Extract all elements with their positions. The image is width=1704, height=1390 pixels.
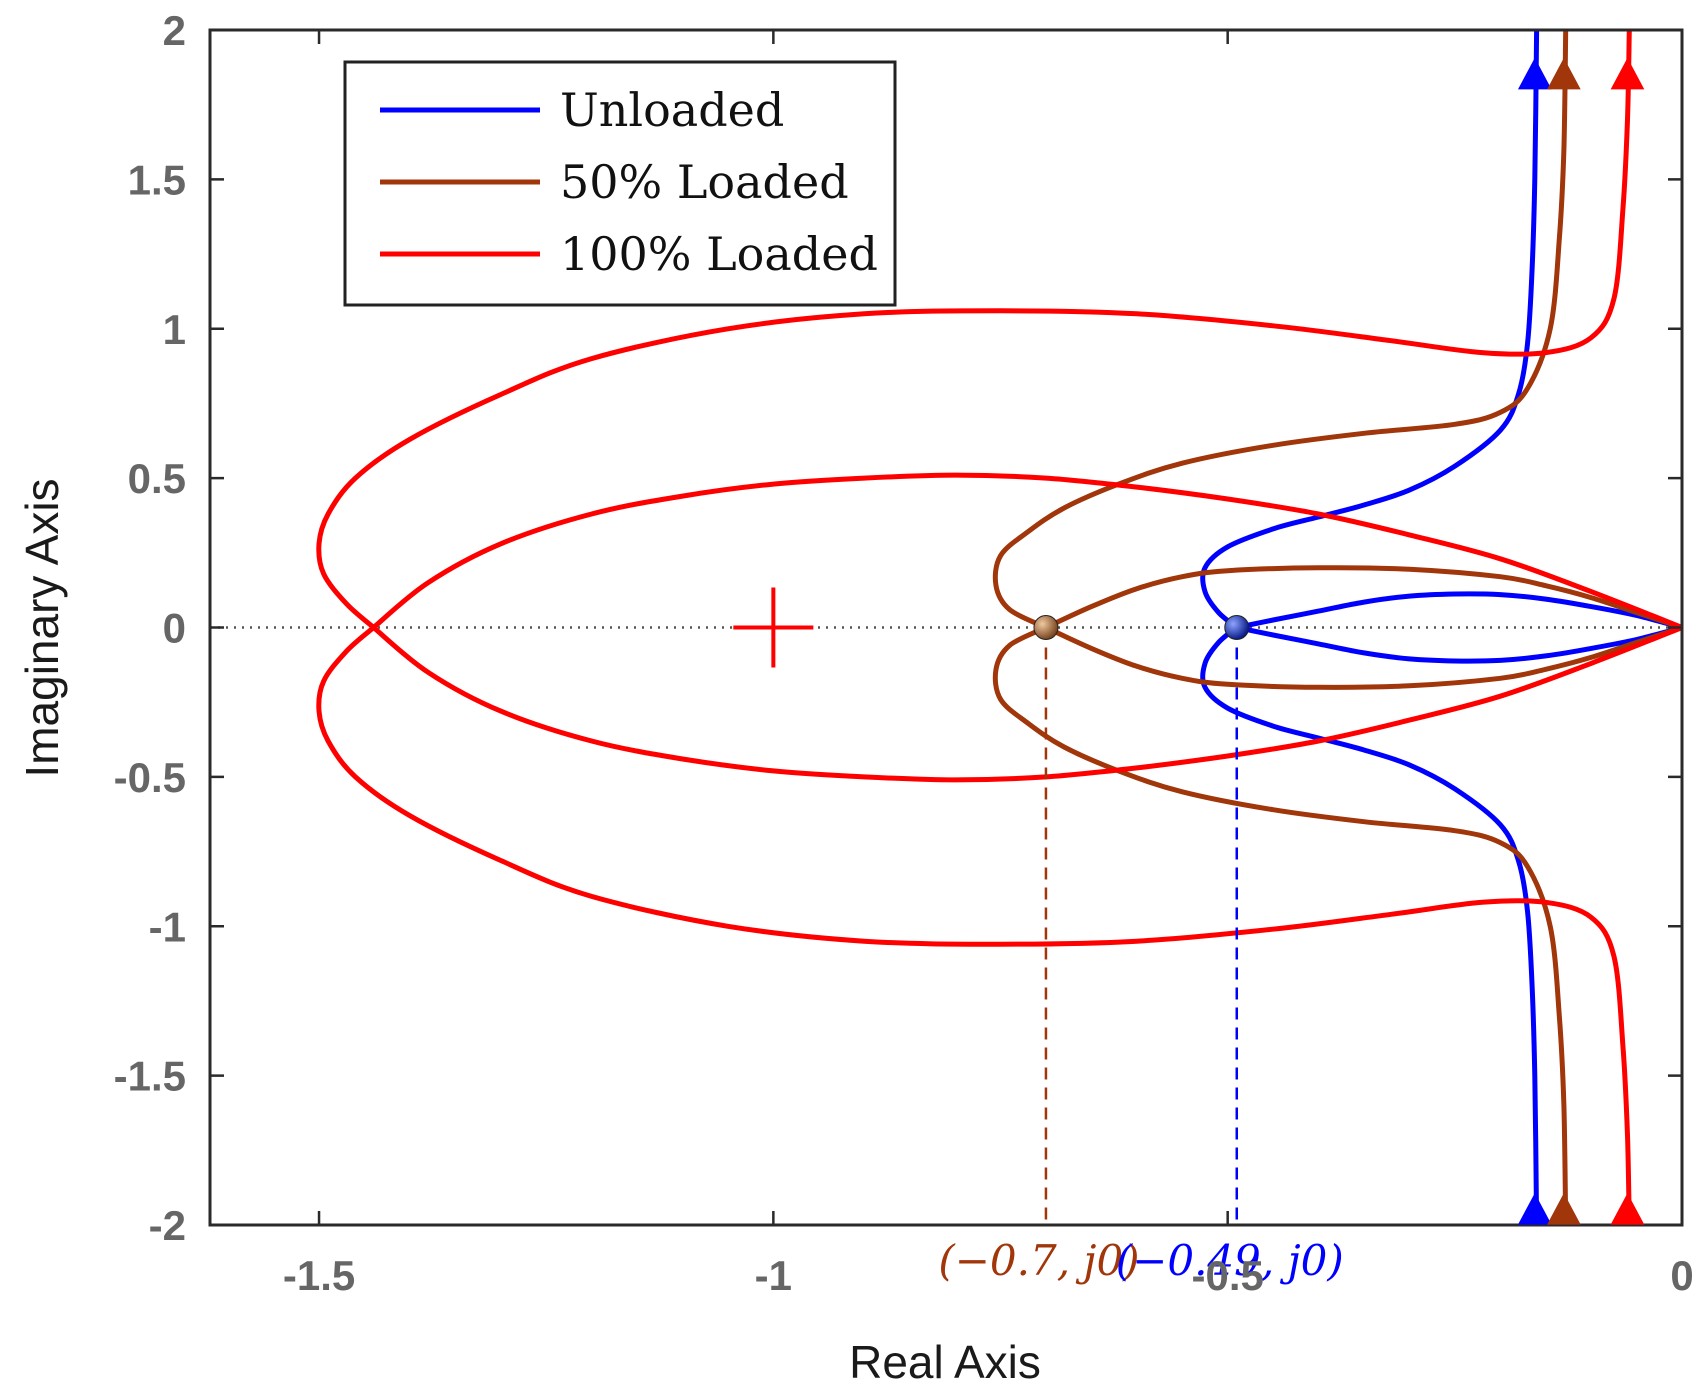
ticks-layer: -1.5 -1 -0.5 0 2 1.5 1 0.5 0 -0.5 -1 -1.5 -2: [114, 7, 1694, 1299]
locus-branch-2-1: [371, 625, 1682, 783]
direction-arrow-2-0: [1610, 57, 1645, 90]
y-tick-label: -0.5: [114, 754, 186, 801]
y-tick-label: 0.5: [128, 455, 186, 502]
x-tick-label: 0: [1670, 1252, 1693, 1299]
locus-branch-1-3: [992, 625, 1569, 1225]
locus-branch-0-0: [1236, 591, 1682, 630]
y-tick-label: 1.5: [128, 156, 186, 203]
legend: Unloaded 50% Loaded 100% Loaded: [343, 60, 897, 307]
locus-branch-2-0: [371, 472, 1682, 630]
x-axis-title: Real Axis: [849, 1336, 1041, 1388]
curves-layer: [316, 30, 1682, 1225]
direction-arrow-1-0: [1547, 57, 1581, 90]
breakaway-point-0: [1033, 615, 1059, 640]
direction-arrow-2-1: [1610, 1193, 1645, 1225]
locus-branch-1-2: [992, 30, 1569, 630]
markers-layer: (−0.7, j0)(−0.49, j0): [733, 587, 1344, 1285]
legend-label-0: Unloaded: [560, 83, 784, 137]
y-axis-title: Imaginary Axis: [16, 478, 68, 777]
y-tick-label: 0: [163, 605, 186, 652]
direction-arrow-0-0: [1517, 57, 1552, 90]
locus-branch-1-1: [1044, 625, 1682, 690]
legend-label-2: 100% Loaded: [560, 227, 878, 281]
y-tick-label: 1: [163, 306, 186, 353]
y-tick-label: 2: [163, 7, 186, 54]
breakaway-point-1: [1224, 615, 1250, 640]
y-tick-label: -1.5: [114, 1053, 186, 1100]
x-tick-label: -0.5: [1191, 1252, 1263, 1299]
breakaway-label-0: (−0.7, j0): [938, 1236, 1139, 1285]
locus-branch-1-0: [1044, 565, 1682, 630]
legend-label-1: 50% Loaded: [560, 155, 849, 209]
y-tick-label: -2: [149, 1202, 186, 1249]
breakaway-label-1: (−0.49, j0): [1116, 1236, 1344, 1285]
direction-arrow-1-1: [1547, 1193, 1581, 1225]
locus-branch-2-2: [316, 30, 1632, 630]
direction-arrow-0-1: [1517, 1193, 1552, 1225]
x-tick-label: -1.5: [283, 1252, 355, 1299]
locus-branch-0-1: [1236, 625, 1682, 664]
x-tick-label: -1: [755, 1252, 792, 1299]
y-tick-label: -1: [149, 903, 186, 950]
locus-branch-2-3: [316, 625, 1632, 1225]
